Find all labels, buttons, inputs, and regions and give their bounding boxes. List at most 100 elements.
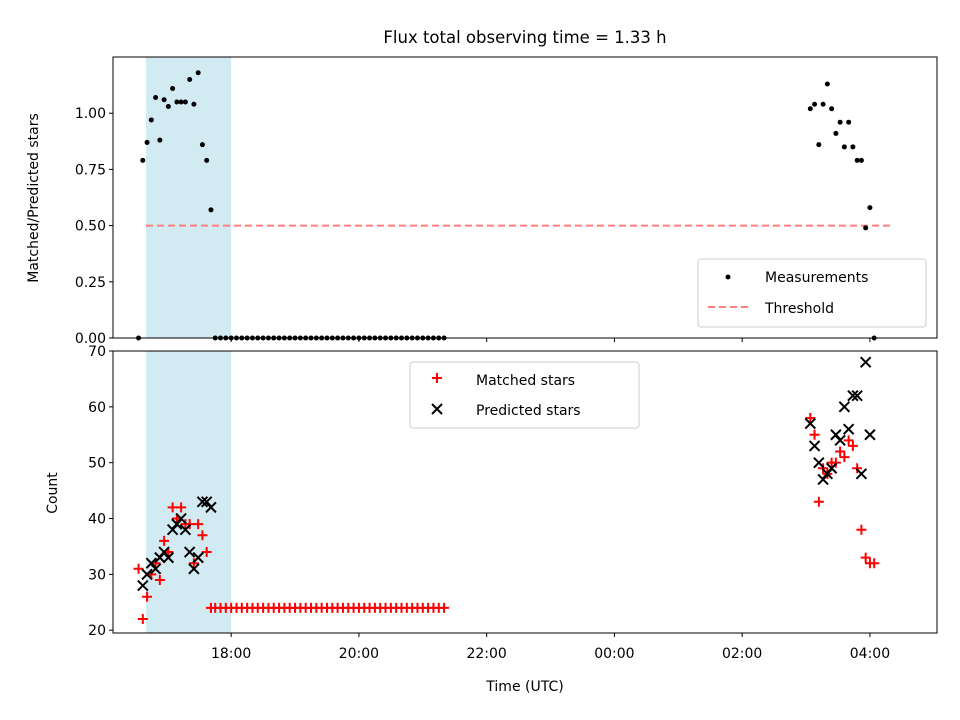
measurement-point [812,101,818,107]
matched-star-point [193,519,204,530]
bottom-shaded-span-layer [146,351,232,633]
measurement-point [841,144,847,150]
matched-star-point [809,429,820,440]
matched-star-point [835,446,846,457]
predicted-star-point [813,456,825,469]
measurement-point [157,137,163,143]
top-y-axis-label: Matched/Predicted stars [26,113,42,283]
predicted-star-point [838,401,851,413]
bottom-ticks-layer: 20 30 40 50 60 70 18:00 20:00 22:00 00:00 02:00 04:… [88,344,890,662]
top-y-tick-label: 0.75 [75,162,106,178]
measurement-point [829,106,835,112]
bottom-points-layer [133,356,880,625]
bottom-panel: 20 30 40 50 60 70 18:00 20:00 22:00 00:00 02:00 04:… [45,344,938,695]
measurement-point [820,101,826,107]
predicted-star-point [825,462,838,474]
bottom-y-tick-label: 60 [88,400,106,416]
top-panel: 0.00 0.25 0.50 0.75 1.00 Matched/Predicted s… [26,56,938,347]
matched-star-point [860,552,871,563]
measurement-point [174,99,180,105]
predicted-star-point [183,546,196,558]
predicted-star-point [137,579,149,592]
legend-matched-label: Matched stars [476,373,575,389]
measurement-point [178,99,184,105]
top-ticks-layer: 0.00 0.25 0.50 0.75 1.00 [75,106,871,347]
bottom-y-tick-label: 50 [88,456,106,472]
measurement-point [191,101,197,107]
matched-star-point [137,614,148,625]
x-tick-label: 04:00 [850,646,890,662]
shaded-observing-span [146,351,232,633]
matched-star-point [133,563,144,574]
top-shaded-span-layer [146,57,232,338]
predicted-star-point [149,563,162,575]
predicted-star-point [188,563,200,575]
measurement-point [182,99,188,105]
x-tick-label: 22:00 [466,646,506,662]
matched-star-point [805,413,816,424]
predicted-star-point [855,468,868,480]
measurement-point [195,70,201,76]
predicted-star-point [175,512,187,525]
measurement-point [187,76,193,82]
legend-matched-marker [432,373,442,383]
predicted-star-point [192,551,204,564]
bottom-y-tick-label: 20 [88,623,106,639]
top-legend: Measurements Threshold [697,258,927,328]
measurement-point [153,94,159,100]
matched-star-point [839,452,850,463]
measurement-point [867,205,873,211]
measurement-point [208,207,214,213]
bottom-y-tick-label: 70 [88,344,106,360]
predicted-star-point [804,417,817,430]
bottom-legend: Matched stars Predicted stars [409,361,640,429]
measurement-point [140,157,146,163]
x-tick-label: 00:00 [594,646,634,662]
predicted-star-point [808,440,821,452]
matched-star-point [142,591,153,602]
legend-measurements-label: Measurements [765,270,868,286]
matched-star-point [843,435,854,446]
top-y-tick-label: 0.00 [75,331,106,347]
x-axis-label: Time (UTC) [485,679,563,695]
matched-star-point [201,547,212,558]
measurement-point [837,119,843,125]
bottom-y-tick-label: 40 [88,512,106,528]
matched-star-point [847,440,858,451]
measurement-point [148,117,154,123]
matched-star-point [176,502,187,513]
bottom-plot-frame [112,350,938,634]
x-tick-label: 02:00 [722,646,762,662]
measurement-point [854,157,860,163]
bottom-y-tick-label: 30 [88,567,106,583]
measurement-point [850,144,856,150]
predicted-star-point [834,434,846,447]
legend-measurements-marker [725,274,731,280]
x-tick-label: 20:00 [339,646,379,662]
top-y-tick-label: 0.25 [75,275,106,291]
top-y-tick-label: 0.50 [75,219,106,235]
matched-star-point [869,558,880,569]
top-y-tick-label: 1.00 [75,106,106,122]
measurement-point [165,103,171,109]
matched-star-point [159,535,170,546]
measurement-point [858,157,864,163]
measurement-point [816,142,822,148]
measurement-point [170,85,176,91]
predicted-star-point [141,568,153,581]
bottom-y-axis-label: Count [45,472,61,514]
top-plot-frame [112,56,938,339]
measurement-point [824,81,830,87]
bottom-legend-box [409,361,640,429]
legend-predicted-marker [431,403,443,415]
predicted-star-point [847,389,859,402]
predicted-star-point [842,423,855,435]
predicted-star-point [179,523,192,536]
matched-star-point [439,602,450,613]
predicted-star-point [859,356,872,368]
measurement-point [144,139,150,145]
shaded-observing-span [146,57,232,338]
x-tick-label: 18:00 [211,646,251,662]
measurement-point [161,97,167,103]
